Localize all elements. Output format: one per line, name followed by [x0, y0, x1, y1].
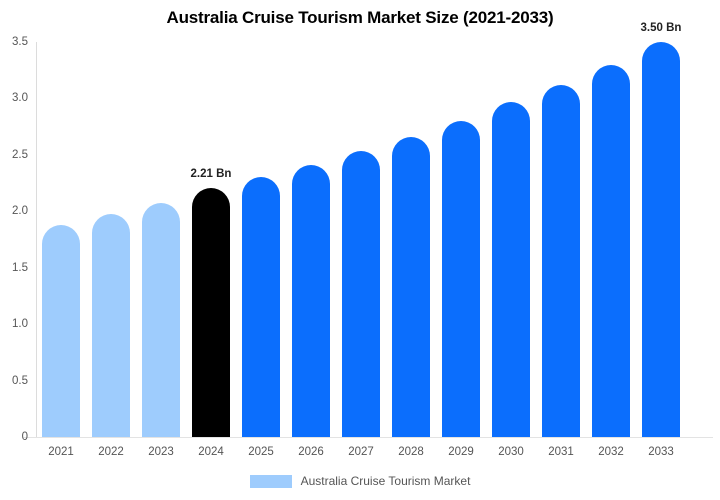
bar-2021[interactable] — [42, 224, 80, 437]
legend-label-australia-cruise-tourism-market: Australia Cruise Tourism Market — [300, 474, 471, 488]
bar-2028[interactable] — [392, 136, 430, 437]
bar-value-label-2024: 2.21 Bn — [190, 167, 232, 180]
y-axis-tick-1.0: 1.0 — [12, 318, 28, 331]
plot-area — [36, 42, 708, 437]
y-axis-tick-labels: 0 0.5 1.0 1.5 2.0 2.5 3.0 3.5 — [0, 0, 32, 500]
bar-2022[interactable] — [92, 213, 130, 437]
x-axis-tick-2030: 2030 — [498, 446, 524, 458]
x-axis-tick-2028: 2028 — [398, 446, 424, 458]
x-axis-tick-2025: 2025 — [248, 446, 274, 458]
x-axis-tick-2033: 2033 — [648, 446, 674, 458]
y-axis-tick-2.0: 2.0 — [12, 205, 28, 218]
x-axis-tick-2026: 2026 — [298, 446, 324, 458]
bar-2024[interactable] — [192, 187, 230, 437]
legend-swatch-australia-cruise-tourism-market — [249, 474, 292, 488]
x-axis-tick-2024: 2024 — [198, 446, 224, 458]
y-axis-tick-0: 0 — [21, 431, 28, 443]
y-axis-tick-3.0: 3.0 — [12, 92, 28, 105]
y-axis-tick-0.5: 0.5 — [12, 374, 28, 387]
bar-2023[interactable] — [142, 203, 180, 437]
y-axis-tick-3.5: 3.5 — [12, 36, 28, 48]
chart-title: Australia Cruise Tourism Market Size (20… — [166, 8, 554, 27]
x-axis-line — [23, 437, 713, 438]
y-axis-tick-2.5: 2.5 — [12, 148, 28, 161]
bar-2029[interactable] — [442, 121, 480, 437]
x-axis-tick-2021: 2021 — [48, 446, 74, 458]
y-axis-line — [36, 42, 37, 438]
bar-2030[interactable] — [492, 101, 530, 437]
x-axis-tick-2027: 2027 — [348, 446, 374, 458]
x-axis-tick-2022: 2022 — [98, 446, 124, 458]
bar-2027[interactable] — [342, 151, 380, 437]
bar-2025[interactable] — [242, 177, 280, 437]
bar-2026[interactable] — [292, 165, 330, 437]
x-axis-tick-2029: 2029 — [448, 446, 474, 458]
bar-2033[interactable] — [642, 42, 680, 437]
x-axis-tick-2032: 2032 — [598, 446, 624, 458]
x-axis-tick-2023: 2023 — [148, 446, 174, 458]
y-axis-tick-1.5: 1.5 — [12, 261, 28, 274]
chart-legend: Australia Cruise Tourism Market — [0, 474, 720, 488]
x-axis-tick-2031: 2031 — [548, 446, 574, 458]
bar-2032[interactable] — [592, 64, 630, 437]
bar-2031[interactable] — [542, 84, 580, 437]
bar-value-label-2033: 3.50 Bn — [640, 22, 682, 34]
